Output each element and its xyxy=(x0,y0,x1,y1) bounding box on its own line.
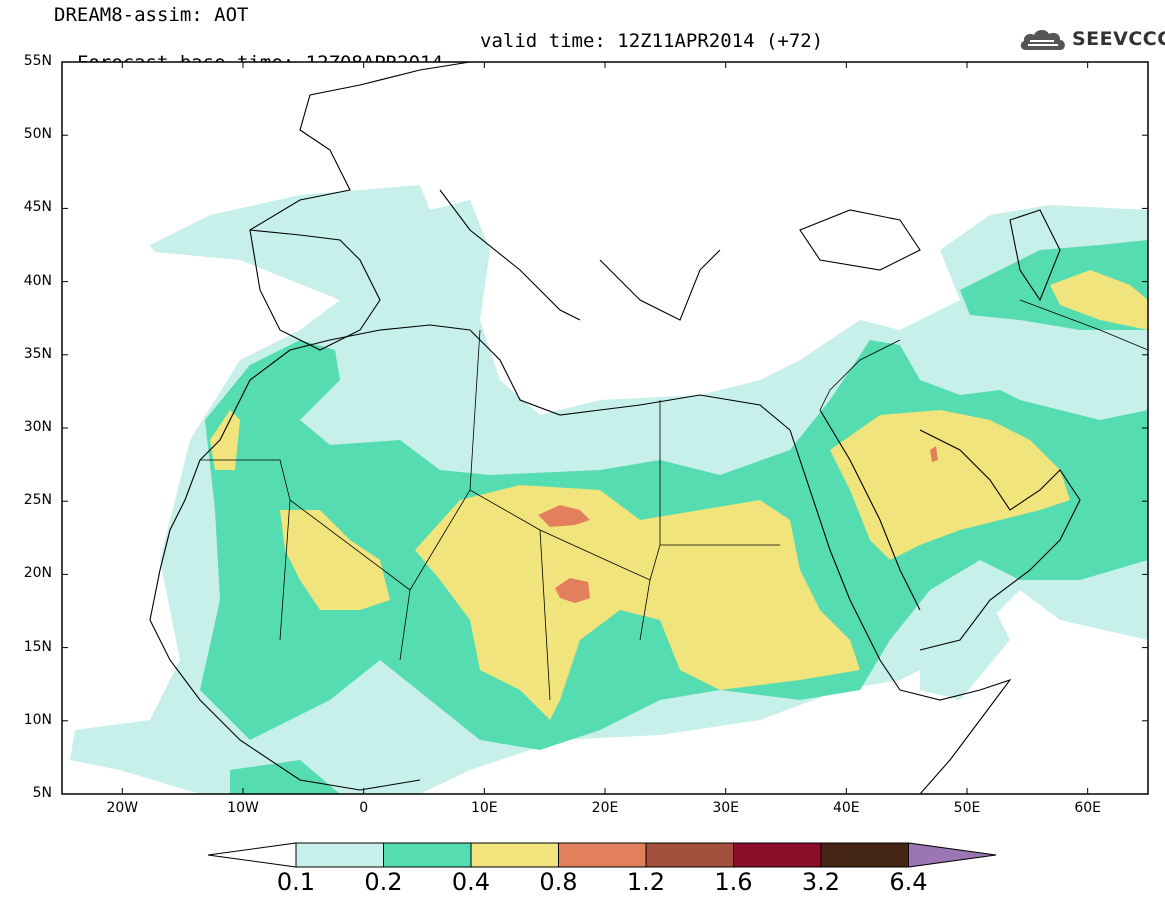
colorbar-segment xyxy=(733,842,822,868)
plot-title: DREAM8-assim: AOT xyxy=(54,4,249,26)
lon-label: 20E xyxy=(591,800,619,816)
colorbar-label: 6.4 xyxy=(889,868,928,896)
aot-contour-0.4-west xyxy=(280,510,390,610)
lon-label: 30E xyxy=(712,800,739,816)
aot-contour-0.4-iran xyxy=(1050,270,1148,330)
lon-label: 60E xyxy=(1074,800,1101,816)
lat-label: 10N xyxy=(23,711,52,728)
colorbar-segment xyxy=(820,842,909,868)
black-sea xyxy=(799,209,921,271)
colorbar-label: 0.1 xyxy=(276,868,316,896)
cloud-icon xyxy=(1020,29,1065,50)
colorbar-label: 1.2 xyxy=(626,868,666,896)
lat-label: 5N xyxy=(32,785,52,801)
colorbar-max-arrow xyxy=(908,842,997,868)
colorbar-segment xyxy=(295,842,384,868)
colorbar-label: 0.8 xyxy=(539,868,578,896)
lon-label: 10E xyxy=(470,800,498,816)
colorbar-segment xyxy=(558,842,647,868)
red-sea xyxy=(789,409,921,691)
aot-contour-0.8-a xyxy=(538,505,590,527)
aot-contour-0.4-coast xyxy=(210,410,240,470)
colorbar-label: 0.2 xyxy=(364,868,403,896)
borders xyxy=(200,299,1148,701)
europe-coast xyxy=(249,62,721,321)
caspian-sea xyxy=(1009,209,1061,302)
lon-label: 40E xyxy=(832,800,860,816)
lon-label: 10W xyxy=(227,800,259,816)
coastlines xyxy=(149,62,1148,794)
lon-label: 50E xyxy=(953,800,981,816)
lat-label: 45N xyxy=(23,199,52,216)
aot-contour-0.8-b xyxy=(555,578,590,603)
lon-label: 20W xyxy=(106,800,139,816)
africa-north-coast xyxy=(219,324,791,441)
logo-text: SEEVCCC xyxy=(1072,28,1165,50)
colorbar-label: 3.2 xyxy=(801,868,841,896)
lat-label: 50N xyxy=(23,126,52,143)
colorbar xyxy=(207,842,997,868)
aot-contour-0.2-south xyxy=(230,760,340,794)
arabia-gulf xyxy=(919,429,1081,651)
lat-label: 35N xyxy=(23,345,52,362)
iberia-coast xyxy=(249,229,381,351)
aot-contour-0.4-arabia xyxy=(830,410,1070,560)
lat-label: 25N xyxy=(23,492,52,509)
lat-label: 40N xyxy=(23,272,52,289)
colorbar-segment xyxy=(470,842,559,868)
colorbar-min-arrow xyxy=(207,842,297,868)
africa-west-coast xyxy=(149,439,421,791)
map-frame xyxy=(61,61,1149,795)
lat-label: 55N xyxy=(23,53,52,69)
aot-contour-0.1-pocket xyxy=(920,600,1010,700)
aot-contour-0.4-central xyxy=(415,485,860,720)
lat-label: 30N xyxy=(23,419,52,435)
lon-label: 0 xyxy=(359,800,369,816)
colorbar-segment xyxy=(645,842,734,868)
valid-time-text: valid time: 12Z11APR2014 (+72) xyxy=(480,30,824,52)
aot-contour-0.8-c xyxy=(930,446,938,462)
colorbar-label: 0.4 xyxy=(451,868,491,896)
colorbar-segment xyxy=(383,842,472,868)
lat-label: 15N xyxy=(23,638,52,655)
horn-africa xyxy=(899,678,1012,794)
seevccc-logo: SEEVCCC xyxy=(1018,24,1165,56)
colorbar-label: 1.6 xyxy=(714,868,753,896)
lat-label: 20N xyxy=(23,565,52,582)
